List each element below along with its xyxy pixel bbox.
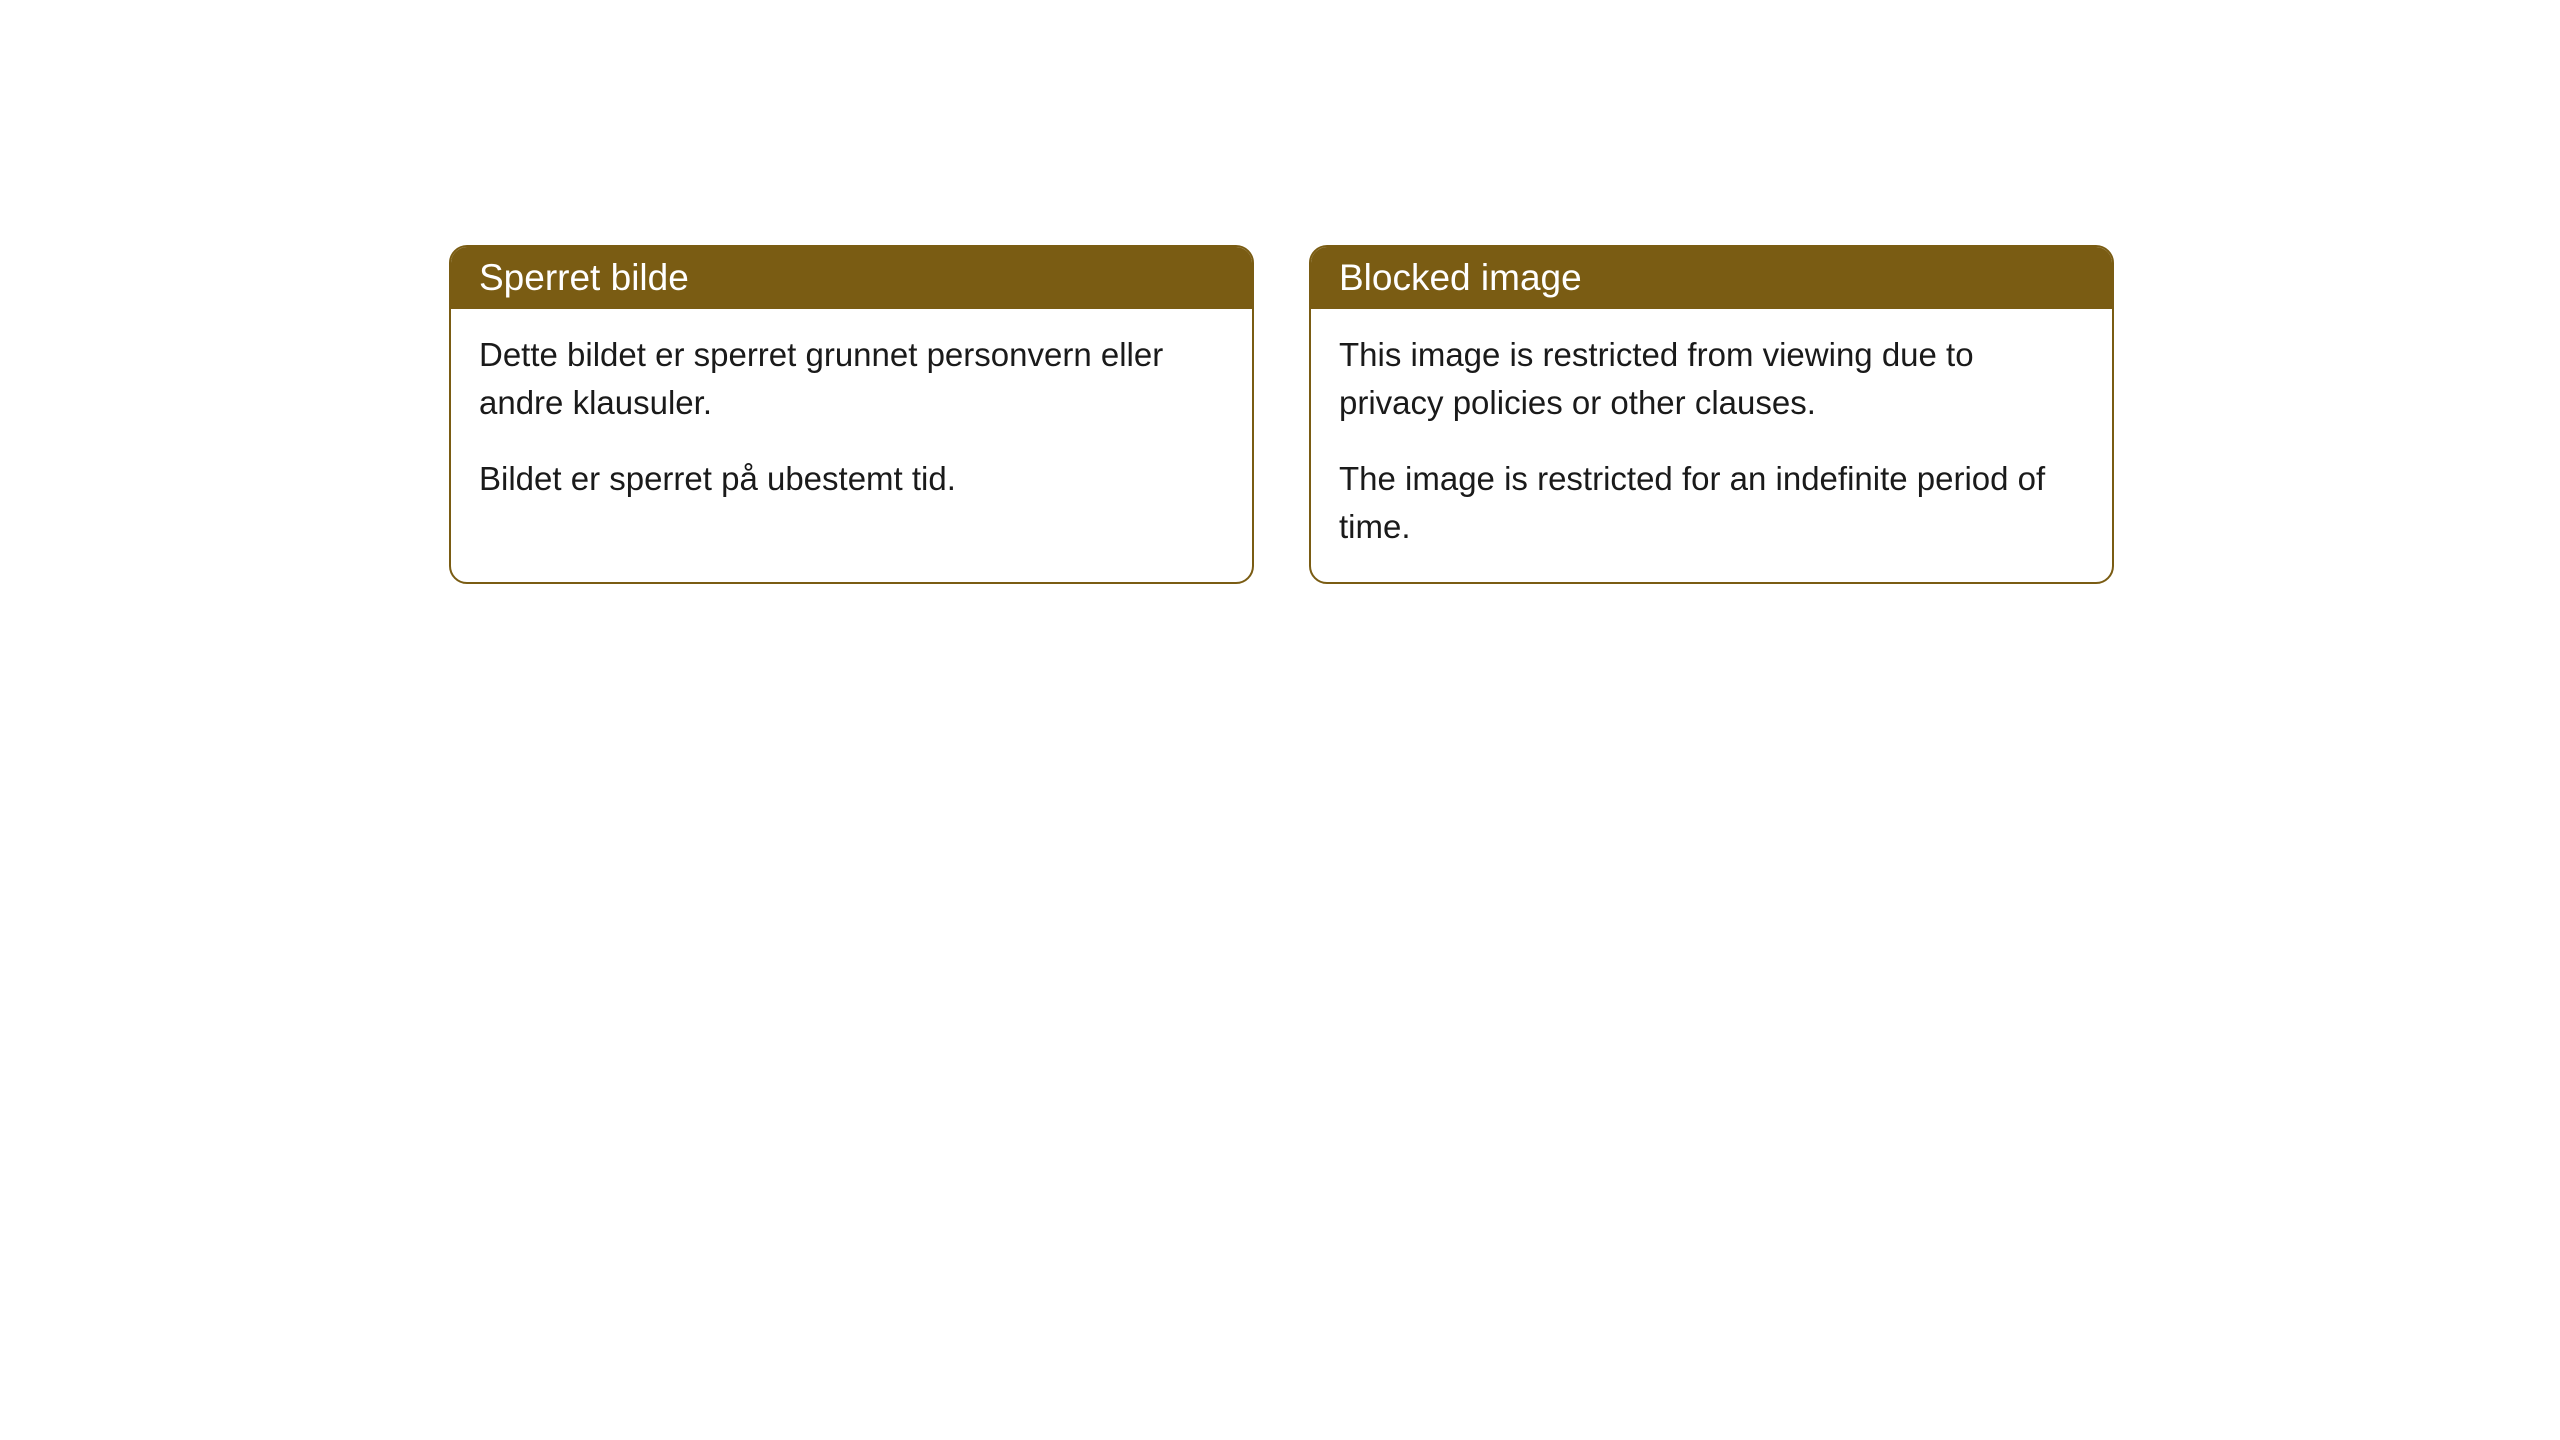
cards-container: Sperret bilde Dette bildet er sperret gr…: [449, 245, 2114, 584]
card-paragraph: Dette bildet er sperret grunnet personve…: [479, 331, 1224, 427]
card-body-norwegian: Dette bildet er sperret grunnet personve…: [451, 309, 1252, 535]
card-paragraph: This image is restricted from viewing du…: [1339, 331, 2084, 427]
card-paragraph: The image is restricted for an indefinit…: [1339, 455, 2084, 551]
card-header-norwegian: Sperret bilde: [451, 247, 1252, 309]
card-header-english: Blocked image: [1311, 247, 2112, 309]
card-norwegian: Sperret bilde Dette bildet er sperret gr…: [449, 245, 1254, 584]
card-english: Blocked image This image is restricted f…: [1309, 245, 2114, 584]
card-body-english: This image is restricted from viewing du…: [1311, 309, 2112, 582]
card-paragraph: Bildet er sperret på ubestemt tid.: [479, 455, 1224, 503]
